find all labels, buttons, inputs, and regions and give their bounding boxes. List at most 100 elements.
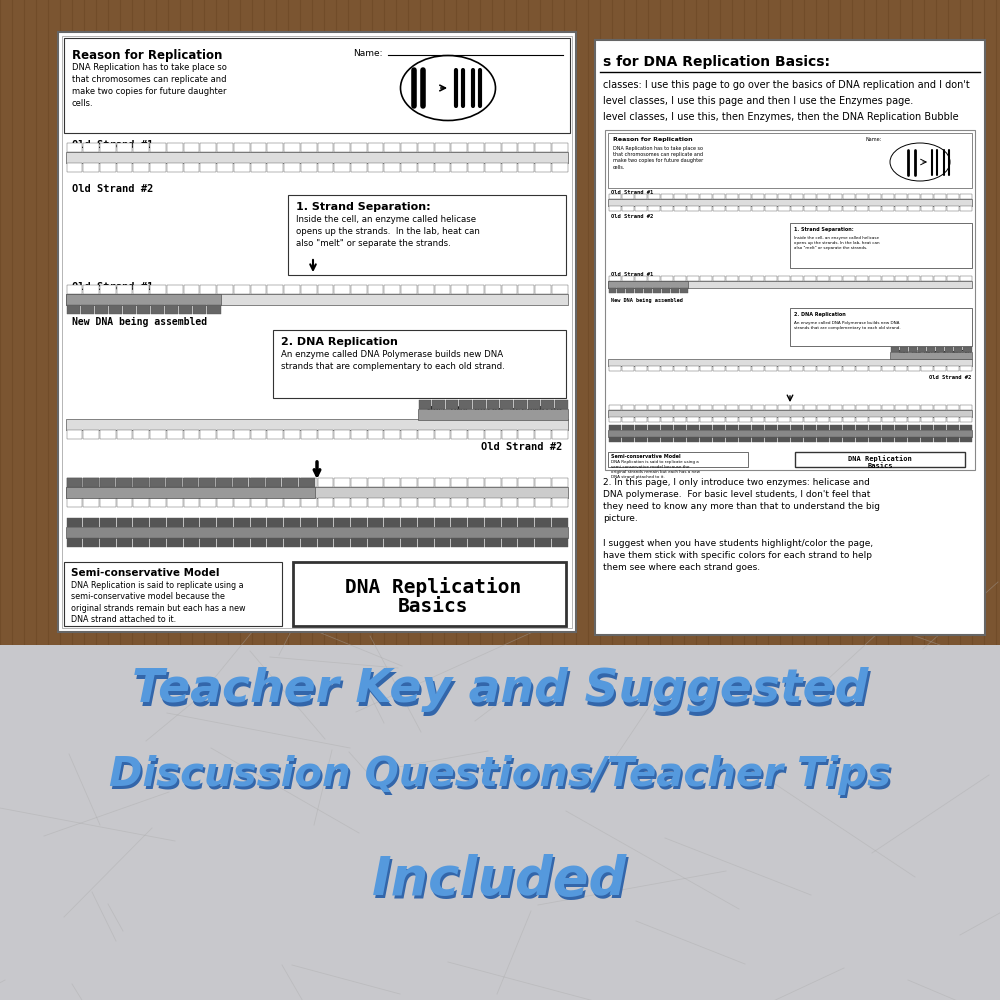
Bar <box>778 437 790 442</box>
Bar <box>868 206 881 211</box>
Bar <box>882 366 894 371</box>
Bar <box>234 163 250 172</box>
Bar <box>608 133 972 188</box>
Bar <box>66 163 82 172</box>
Bar <box>816 405 828 410</box>
Bar <box>368 538 383 547</box>
Bar <box>133 478 149 487</box>
Bar <box>738 194 750 199</box>
Text: DNA Replication
Basics: DNA Replication Basics <box>848 455 912 469</box>
Bar <box>301 478 316 487</box>
Text: Old Strand #2: Old Strand #2 <box>929 375 971 380</box>
Bar <box>946 405 958 410</box>
Bar <box>790 366 802 371</box>
Bar <box>908 366 920 371</box>
Bar <box>552 430 568 439</box>
Bar <box>622 437 634 442</box>
Bar <box>946 425 958 430</box>
Bar <box>954 347 962 352</box>
Bar <box>648 194 660 199</box>
Bar <box>765 194 776 199</box>
Bar <box>117 430 132 439</box>
Text: DNA Replication: DNA Replication <box>345 577 521 597</box>
Bar <box>648 206 660 211</box>
Bar <box>945 347 953 352</box>
Bar <box>200 498 216 507</box>
Bar <box>648 425 660 430</box>
Bar <box>895 437 906 442</box>
Bar <box>635 194 646 199</box>
Bar <box>882 194 894 199</box>
Bar <box>351 143 367 152</box>
Text: Teacher Key and Suggested: Teacher Key and Suggested <box>132 668 868 712</box>
Bar <box>485 478 501 487</box>
Bar <box>150 478 166 487</box>
Bar <box>535 518 551 527</box>
Bar <box>66 487 568 498</box>
Bar <box>418 285 434 294</box>
Text: DNA Replication is said to replicate using a
semi-conservative model because the: DNA Replication is said to replicate usi… <box>611 460 700 479</box>
Bar <box>487 400 499 409</box>
Bar <box>622 194 634 199</box>
Bar <box>184 538 199 547</box>
Bar <box>502 285 517 294</box>
Text: Name:: Name: <box>865 137 881 142</box>
Bar <box>451 143 467 152</box>
Bar <box>726 206 738 211</box>
Bar <box>66 518 82 527</box>
Bar <box>485 538 501 547</box>
Bar <box>920 417 932 422</box>
Bar <box>765 437 776 442</box>
Bar <box>790 417 802 422</box>
Bar <box>686 425 698 430</box>
Bar <box>266 478 281 487</box>
Text: Old Strand #1: Old Strand #1 <box>611 272 653 277</box>
Bar <box>868 405 881 410</box>
Text: DNA Replication has to take place so
that chromosomes can replicate and
make two: DNA Replication has to take place so tha… <box>72 63 227 108</box>
Bar <box>552 163 568 172</box>
Bar <box>133 163 149 172</box>
Bar <box>790 194 802 199</box>
Bar <box>608 430 972 437</box>
Bar <box>401 430 417 439</box>
Bar <box>856 366 868 371</box>
Bar <box>485 518 501 527</box>
Bar <box>468 285 484 294</box>
Bar <box>117 498 132 507</box>
Bar <box>184 163 199 172</box>
Text: Discussion Questions/Teacher Tips: Discussion Questions/Teacher Tips <box>111 758 893 798</box>
Text: New DNA being assembled: New DNA being assembled <box>899 350 971 355</box>
Bar <box>535 478 551 487</box>
Bar <box>401 143 417 152</box>
Bar <box>934 417 946 422</box>
Bar <box>635 276 646 281</box>
Bar <box>167 285 183 294</box>
Bar <box>908 425 920 430</box>
Text: Reason for Replication: Reason for Replication <box>613 137 693 142</box>
Bar <box>608 452 748 467</box>
Bar <box>318 143 333 152</box>
Bar <box>946 437 958 442</box>
Bar <box>468 430 484 439</box>
Bar <box>100 518 116 527</box>
Bar <box>502 538 517 547</box>
Bar <box>842 425 854 430</box>
Bar <box>95 305 108 314</box>
Bar <box>790 206 802 211</box>
Bar <box>752 425 764 430</box>
Bar <box>927 347 935 352</box>
Bar <box>451 285 467 294</box>
Bar <box>518 538 534 547</box>
Bar <box>686 206 698 211</box>
Bar <box>334 518 350 527</box>
Bar <box>635 405 646 410</box>
Bar <box>66 152 568 163</box>
Bar <box>686 417 698 422</box>
Bar <box>234 498 250 507</box>
Bar <box>635 417 646 422</box>
Bar <box>184 498 199 507</box>
Bar <box>502 163 517 172</box>
Bar <box>674 425 686 430</box>
Bar <box>468 163 484 172</box>
Bar <box>960 425 972 430</box>
